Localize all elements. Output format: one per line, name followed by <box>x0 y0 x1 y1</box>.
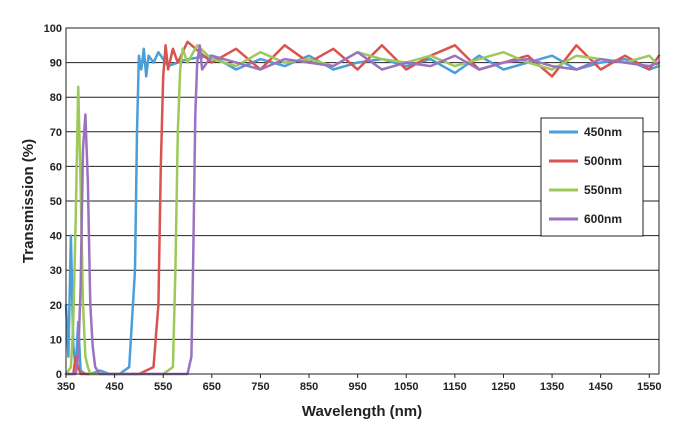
y-tick-label: 40 <box>50 231 62 243</box>
y-tick-label: 80 <box>50 92 62 104</box>
x-tick-label: 950 <box>348 381 366 393</box>
x-tick-label: 350 <box>57 381 75 393</box>
y-tick-label: 30 <box>50 265 62 277</box>
y-tick-label: 10 <box>50 334 62 346</box>
x-tick-label: 450 <box>105 381 123 393</box>
x-tick-label: 1450 <box>588 381 612 393</box>
y-tick-label: 50 <box>50 196 62 208</box>
x-tick-label: 750 <box>251 381 269 393</box>
series-line-600nm <box>64 44 661 376</box>
x-tick-label: 1350 <box>540 381 564 393</box>
y-tick-label: 90 <box>50 58 62 70</box>
legend-label: 550nm <box>584 183 622 197</box>
x-tick-label: 550 <box>154 381 172 393</box>
x-axis-ticks: 350 450 550 650 750 850 950 1050 1150 1250 1350 145… <box>57 374 662 393</box>
legend-label: 600nm <box>584 212 622 226</box>
series-line-550nm <box>64 44 661 376</box>
x-tick-label: 650 <box>203 381 221 393</box>
x-tick-label: 850 <box>300 381 318 393</box>
y-tick-label: 100 <box>44 23 62 35</box>
x-tick-label: 1550 <box>637 381 661 393</box>
y-tick-label: 60 <box>50 161 62 173</box>
y-axis-ticks: 0 10 20 30 40 50 60 70 80 90 100 <box>44 23 62 381</box>
x-tick-label: 1050 <box>394 381 418 393</box>
y-tick-label: 20 <box>50 300 62 312</box>
y-axis-label: Transmission (%) <box>20 139 37 263</box>
x-tick-label: 1250 <box>491 381 515 393</box>
legend-box <box>540 117 644 237</box>
x-axis-label: Wavelength (nm) <box>302 403 422 420</box>
legend-label: 500nm <box>584 154 622 168</box>
y-tick-label: 0 <box>56 369 62 381</box>
legend: 450nm 500nm 550nm 600nm <box>540 117 644 237</box>
y-tick-label: 70 <box>50 127 62 139</box>
plot-area-border <box>65 27 660 375</box>
x-tick-label: 1150 <box>443 381 467 393</box>
legend-label: 450nm <box>584 125 622 139</box>
